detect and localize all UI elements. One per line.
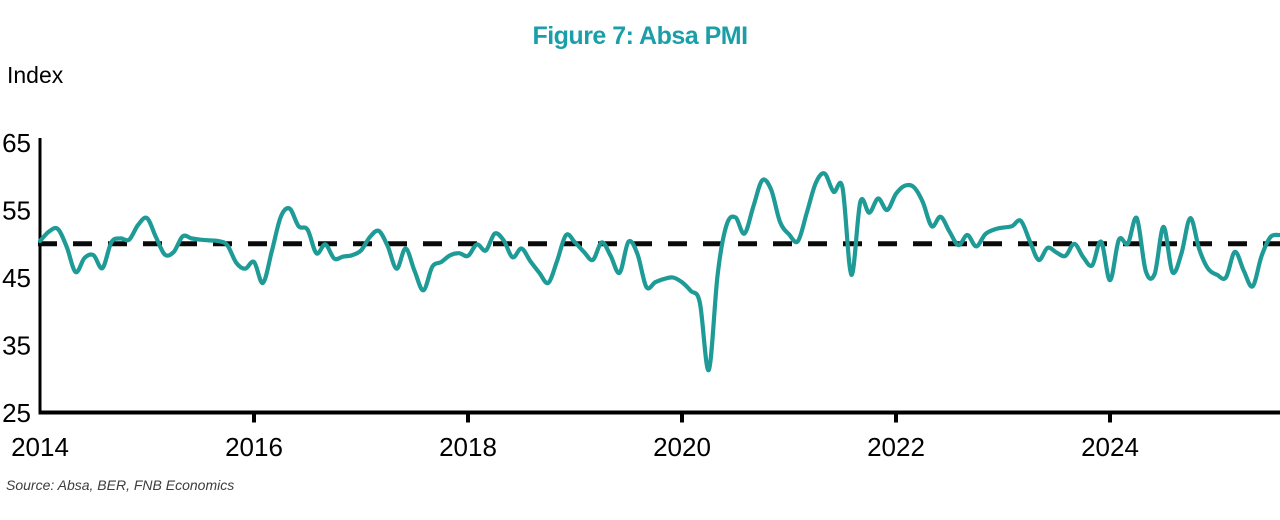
y-tick-label: 55: [2, 196, 31, 226]
chart-title: Figure 7: Absa PMI: [532, 22, 748, 50]
y-tick-label: 65: [2, 128, 31, 158]
x-tick-mark: [252, 414, 256, 423]
x-axis-line: [38, 410, 1280, 415]
y-tick-label: 45: [2, 263, 31, 293]
x-tick-label: 2024: [1081, 432, 1139, 462]
x-tick-label: 2022: [867, 432, 925, 462]
y-axis-line: [38, 138, 42, 415]
source-note: Source: Absa, BER, FNB Economics: [6, 477, 235, 493]
x-tick-label: 2018: [439, 432, 497, 462]
y-axis-unit-label: Index: [7, 62, 64, 88]
x-tick-mark: [680, 414, 684, 423]
y-tick-label: 35: [2, 331, 31, 361]
y-tick-label: 25: [2, 398, 31, 428]
x-tick-label: 2020: [653, 432, 711, 462]
x-tick-mark: [894, 414, 898, 423]
pmi-line: [37, 171, 1280, 373]
x-tick-label: 2016: [225, 432, 283, 462]
x-tick-label: 2014: [11, 432, 69, 462]
x-tick-mark: [1108, 414, 1112, 423]
x-tick-mark: [466, 414, 470, 423]
